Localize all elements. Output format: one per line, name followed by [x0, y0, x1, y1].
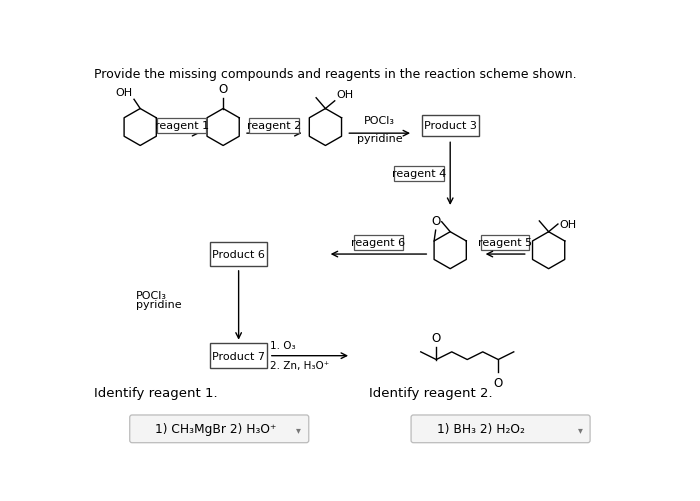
Text: POCl₃: POCl₃ [136, 291, 167, 301]
FancyBboxPatch shape [157, 119, 206, 134]
Text: pyridine: pyridine [357, 134, 402, 144]
Text: ▾: ▾ [578, 424, 582, 434]
Text: reagent 6: reagent 6 [351, 238, 405, 248]
Text: O: O [431, 214, 440, 227]
Text: O: O [494, 377, 503, 390]
Text: Product 6: Product 6 [212, 249, 265, 260]
Text: Product 3: Product 3 [424, 121, 477, 131]
Text: reagent 1: reagent 1 [155, 121, 209, 131]
Text: pyridine: pyridine [136, 300, 181, 310]
Text: 2. Zn, H₃O⁺: 2. Zn, H₃O⁺ [270, 360, 330, 370]
Text: O: O [432, 332, 441, 345]
FancyBboxPatch shape [394, 166, 444, 181]
Text: Provide the missing compounds and reagents in the reaction scheme shown.: Provide the missing compounds and reagen… [94, 68, 576, 81]
Text: 1) CH₃MgBr 2) H₃O⁺: 1) CH₃MgBr 2) H₃O⁺ [155, 422, 276, 435]
FancyBboxPatch shape [130, 415, 309, 443]
Text: reagent 4: reagent 4 [392, 169, 447, 179]
Text: reagent 2: reagent 2 [247, 121, 302, 131]
FancyBboxPatch shape [411, 415, 590, 443]
FancyBboxPatch shape [481, 235, 529, 250]
Text: O: O [218, 83, 228, 96]
Text: OH: OH [116, 88, 132, 98]
Text: Identify reagent 1.: Identify reagent 1. [94, 387, 217, 400]
FancyBboxPatch shape [249, 119, 299, 134]
Text: 1) BH₃ 2) H₂O₂: 1) BH₃ 2) H₂O₂ [437, 422, 524, 435]
Text: POCl₃: POCl₃ [364, 116, 395, 126]
Text: Product 7: Product 7 [212, 351, 265, 361]
FancyBboxPatch shape [210, 344, 267, 368]
Text: reagent 5: reagent 5 [478, 238, 532, 248]
Text: OH: OH [336, 89, 354, 99]
FancyBboxPatch shape [354, 235, 402, 250]
FancyBboxPatch shape [210, 242, 267, 267]
Text: ▾: ▾ [296, 424, 301, 434]
Text: 1. O₃: 1. O₃ [270, 341, 296, 351]
Text: OH: OH [559, 219, 577, 229]
Text: Identify reagent 2.: Identify reagent 2. [369, 387, 493, 400]
FancyBboxPatch shape [421, 115, 479, 137]
